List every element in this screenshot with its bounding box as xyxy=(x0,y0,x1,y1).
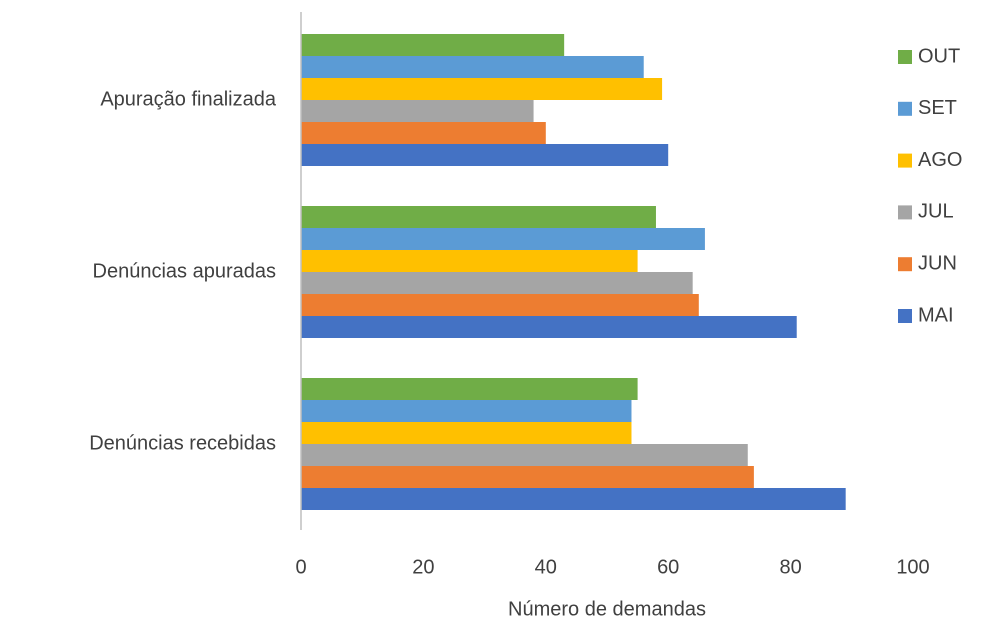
bar xyxy=(301,228,705,250)
legend-swatch xyxy=(898,50,912,64)
bar xyxy=(301,316,797,338)
y-tick-label: Denúncias recebidas xyxy=(89,432,276,454)
bar xyxy=(301,34,565,56)
legend-swatch xyxy=(898,101,912,116)
legend-label: OUT xyxy=(918,45,960,67)
bar xyxy=(301,78,663,100)
x-tick-label: 80 xyxy=(779,556,801,578)
bar xyxy=(301,378,638,400)
bar xyxy=(301,206,656,228)
x-tick-label: 20 xyxy=(412,556,434,578)
x-tick-label: 100 xyxy=(896,556,929,578)
bar xyxy=(301,444,748,466)
bar xyxy=(301,466,754,488)
legend-swatch xyxy=(898,205,912,220)
bar xyxy=(301,250,638,272)
x-tick-label: 0 xyxy=(295,556,306,578)
bar xyxy=(301,56,644,78)
y-tick-label: Apuração finalizada xyxy=(100,88,277,110)
x-tick-label: 60 xyxy=(657,556,679,578)
legend-label: MAI xyxy=(918,304,954,326)
bar xyxy=(301,272,693,294)
legend-label: JUN xyxy=(918,252,957,274)
legend-swatch xyxy=(898,153,912,168)
bar xyxy=(301,422,632,444)
bar xyxy=(301,294,699,316)
legend-swatch xyxy=(898,309,912,323)
legend-swatch xyxy=(898,257,912,272)
x-axis-title: Número de demandas xyxy=(508,598,706,620)
bar xyxy=(301,488,846,510)
bar xyxy=(301,100,534,122)
legend-label: AGO xyxy=(918,149,962,171)
y-tick-label: Denúncias apuradas xyxy=(93,260,276,282)
bar xyxy=(301,400,632,422)
x-tick-label: 40 xyxy=(535,556,557,578)
legend-label: JUL xyxy=(918,201,954,223)
bar xyxy=(301,122,546,144)
bar xyxy=(301,144,669,166)
legend-label: SET xyxy=(918,97,957,119)
